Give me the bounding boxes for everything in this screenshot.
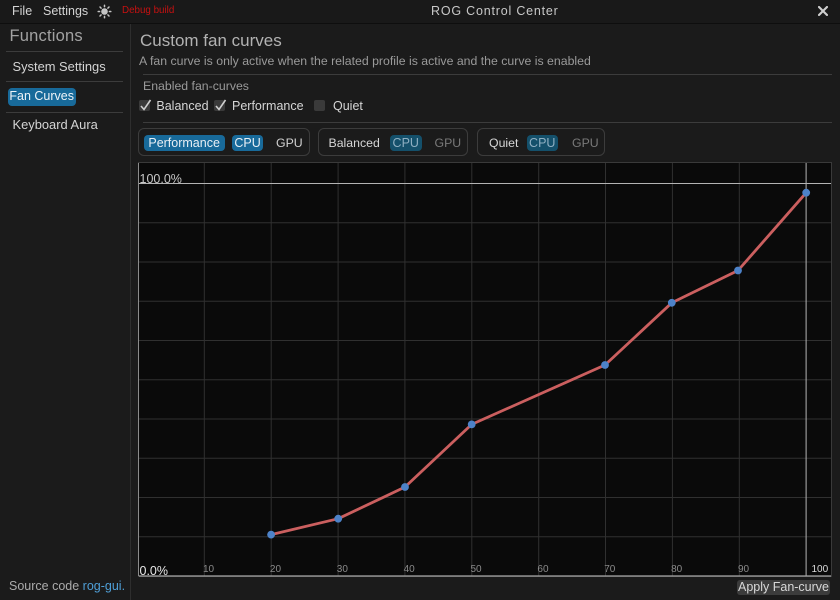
svg-text:40: 40	[404, 564, 416, 575]
svg-text:0.0%: 0.0%	[140, 564, 169, 577]
svg-text:100.0%: 100.0%	[140, 172, 182, 186]
svg-text:90: 90	[738, 564, 750, 575]
svg-text:70: 70	[604, 564, 616, 575]
svg-text:60: 60	[537, 564, 549, 575]
svg-text:30: 30	[337, 564, 349, 575]
svg-text:100: 100	[812, 564, 829, 575]
svg-text:50: 50	[471, 564, 483, 575]
svg-text:20: 20	[270, 564, 282, 575]
svg-text:80: 80	[671, 564, 683, 575]
svg-text:10: 10	[203, 564, 215, 575]
